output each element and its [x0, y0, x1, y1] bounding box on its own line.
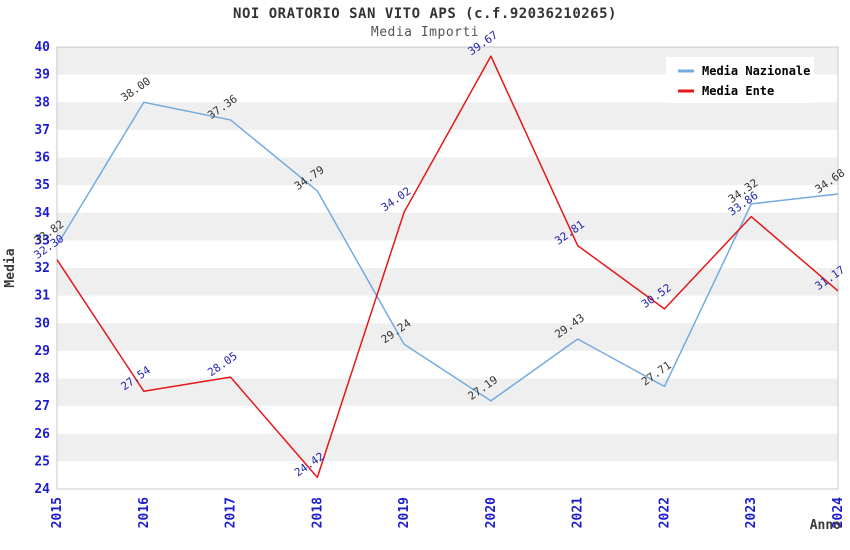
- y-tick-label: 30: [34, 316, 50, 331]
- data-label: 34.02: [379, 185, 414, 215]
- grid-stripe: [57, 323, 838, 351]
- x-tick-label: 2016: [137, 497, 152, 528]
- grid-stripe: [57, 212, 838, 241]
- y-tick-label: 39: [34, 68, 50, 83]
- data-label: 38.00: [118, 75, 153, 105]
- x-tick-label: 2023: [744, 497, 759, 528]
- grid-stripe: [57, 157, 838, 186]
- grid-stripe: [57, 102, 838, 130]
- y-tick-label: 36: [34, 151, 50, 166]
- grid-stripe: [57, 378, 838, 407]
- y-axis-title: Media: [3, 248, 18, 287]
- y-tick-label: 26: [34, 427, 50, 442]
- y-tick-label: 28: [34, 372, 50, 387]
- y-tick-label: 25: [34, 454, 50, 469]
- y-tick-label: 34: [34, 206, 50, 221]
- grid-stripe: [57, 268, 838, 296]
- y-tick-label: 33: [34, 233, 50, 248]
- y-tick-label: 37: [34, 123, 50, 138]
- x-tick-label: 2015: [50, 497, 65, 528]
- y-tick-label: 38: [34, 95, 50, 110]
- x-tick-label: 2022: [657, 497, 672, 528]
- chart-subtitle: Media Importi: [370, 25, 480, 40]
- x-tick-label: 2020: [484, 497, 499, 528]
- legend-label: Media Ente: [702, 84, 774, 98]
- y-tick-label: 32: [34, 261, 50, 276]
- series-line-media-nazionale: [56, 101, 839, 402]
- x-axis-title: Anno: [810, 518, 841, 533]
- y-tick-label: 24: [34, 482, 50, 497]
- legend-label: Media Nazionale: [702, 64, 810, 78]
- x-tick-label: 2024: [831, 497, 846, 528]
- y-tick-label: 29: [34, 344, 50, 359]
- grid-stripe: [57, 433, 838, 462]
- series-line-media-ente: [56, 55, 839, 479]
- y-tick-label: 31: [34, 289, 50, 304]
- x-tick-label: 2018: [310, 497, 325, 528]
- plot-border: [56, 46, 839, 490]
- x-tick-label: 2017: [224, 497, 239, 528]
- chart-title: NOI ORATORIO SAN VITO APS (c.f.920362102…: [233, 6, 617, 22]
- legend-box: [666, 57, 814, 103]
- y-tick-label: 35: [34, 178, 50, 193]
- y-tick-label: 40: [34, 40, 50, 55]
- x-tick-label: 2019: [397, 497, 412, 528]
- x-tick-label: 2021: [571, 497, 586, 528]
- data-label: 28.05: [205, 349, 240, 379]
- y-tick-label: 27: [34, 399, 50, 414]
